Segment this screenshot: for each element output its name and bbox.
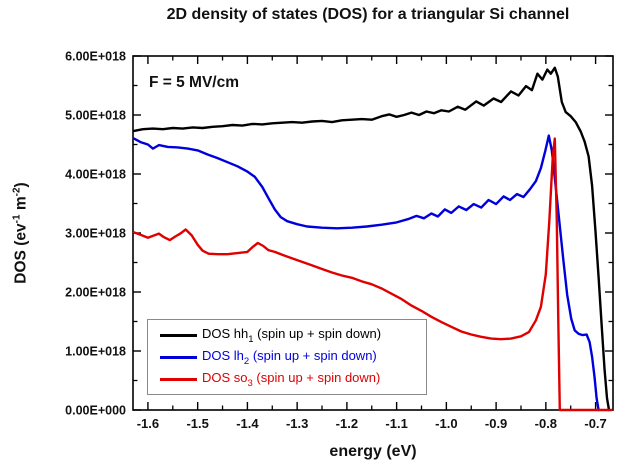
x-tick-label: -0.7	[584, 416, 606, 431]
y-axis-title-text2: m	[12, 196, 30, 215]
y-axis-title-sup2: -2	[11, 187, 23, 197]
chart-title: 2D density of states (DOS) for a triangu…	[166, 6, 570, 23]
x-tick-label: -1.5	[186, 416, 208, 431]
x-tick-label: -1.3	[286, 416, 308, 431]
so3-curve	[132, 137, 613, 412]
y-axis-title-text3: )	[12, 182, 30, 188]
legend-line-sample-hh1	[160, 333, 197, 337]
y-axis-title: DOS (ev-1 m-2)	[12, 182, 31, 283]
field-annotation: F = 5 MV/cm	[149, 74, 240, 91]
y-tick-label: 6.00E+018	[65, 50, 126, 64]
x-tick-label: -1.6	[137, 416, 159, 431]
x-tick-label: -0.8	[535, 416, 557, 431]
y-axis-title-sup1: -1	[11, 214, 23, 224]
x-tick-label: -1.0	[435, 416, 457, 431]
hh1-curve	[132, 66, 611, 412]
legend-label-hh1: DOS hh1 (spin up + spin down)	[202, 325, 382, 345]
legend-line-sample-so3	[160, 377, 197, 381]
x-tick-label: -1.1	[385, 416, 407, 431]
y-tick-label: 5.00E+018	[65, 109, 126, 123]
x-axis-title: energy (eV)	[329, 443, 417, 460]
legend-item-lh2: DOS lh2 (spin up + spin down)	[160, 346, 426, 368]
lh2-curve	[132, 134, 600, 412]
x-tick-label: -1.4	[236, 416, 259, 431]
y-tick-label: 4.00E+018	[65, 168, 126, 182]
y-tick-label: 2.00E+018	[65, 286, 126, 300]
legend-label-so3: DOS so3 (spin up + spin down)	[202, 369, 381, 389]
legend-line-sample-lh2	[160, 355, 197, 359]
y-tick-label: 3.00E+018	[65, 227, 126, 241]
legend-box: DOS hh1 (spin up + spin down) DOS lh2 (s…	[147, 319, 427, 395]
legend-item-so3: DOS so3 (spin up + spin down)	[160, 368, 426, 390]
y-tick-label: 0.00E+000	[65, 404, 126, 418]
x-tick-label: -0.9	[485, 416, 507, 431]
legend-label-lh2: DOS lh2 (spin up + spin down)	[202, 347, 377, 367]
legend-item-hh1: DOS hh1 (spin up + spin down)	[160, 324, 426, 346]
y-axis-title-text: DOS (ev	[12, 223, 30, 284]
x-tick-label: -1.2	[336, 416, 358, 431]
y-tick-label: 1.00E+018	[65, 345, 126, 359]
